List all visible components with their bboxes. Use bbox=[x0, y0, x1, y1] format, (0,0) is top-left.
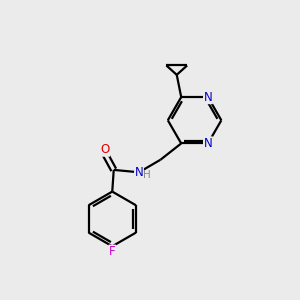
Text: N: N bbox=[204, 137, 212, 150]
Text: N: N bbox=[204, 91, 212, 103]
Text: H: H bbox=[143, 170, 151, 180]
Text: F: F bbox=[109, 245, 116, 258]
Text: N: N bbox=[135, 166, 143, 179]
Text: O: O bbox=[100, 143, 110, 156]
